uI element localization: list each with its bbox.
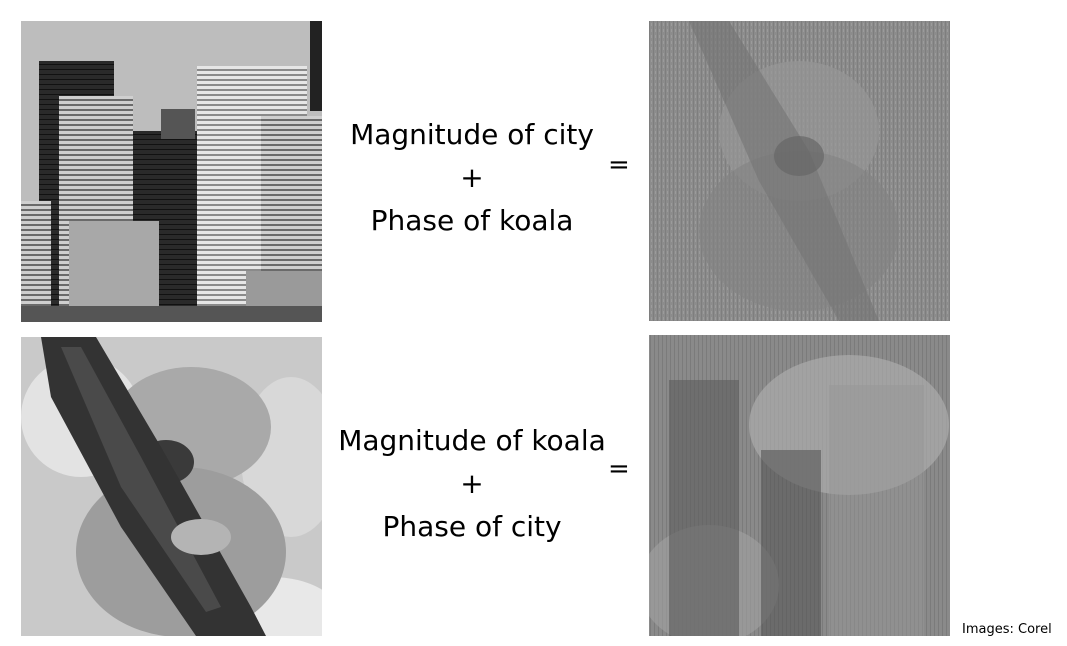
- result-image-koala-structure: [649, 21, 950, 321]
- equation-plus: +: [460, 467, 484, 500]
- equation-line-magnitude: Magnitude of city: [350, 118, 594, 151]
- equation-line-phase: Phase of koala: [370, 204, 574, 237]
- equation-line-magnitude: Magnitude of koala: [338, 424, 606, 457]
- equals-sign: =: [608, 150, 630, 180]
- koala-image: [21, 337, 322, 636]
- equation-line-phase: Phase of city: [382, 510, 562, 543]
- equation-plus: +: [460, 161, 484, 194]
- image-credit: Images: Corel: [962, 622, 1052, 637]
- equation-city-magnitude-koala-phase: Magnitude of city + Phase of koala: [322, 113, 622, 242]
- equals-sign: =: [608, 454, 630, 484]
- result-image-city-structure: [649, 335, 950, 636]
- city-image: [21, 21, 322, 322]
- equation-koala-magnitude-city-phase: Magnitude of koala + Phase of city: [322, 419, 622, 548]
